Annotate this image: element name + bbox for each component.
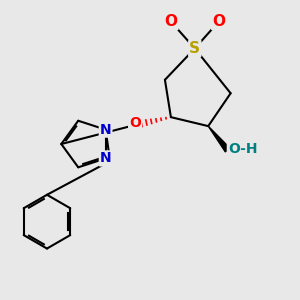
Text: S: S <box>189 41 200 56</box>
Text: O: O <box>212 14 225 29</box>
Text: N: N <box>100 152 111 165</box>
Text: O-H: O-H <box>228 142 257 155</box>
Polygon shape <box>208 126 230 152</box>
Text: O: O <box>164 14 177 29</box>
Text: N: N <box>100 123 111 136</box>
Text: O: O <box>129 116 141 130</box>
